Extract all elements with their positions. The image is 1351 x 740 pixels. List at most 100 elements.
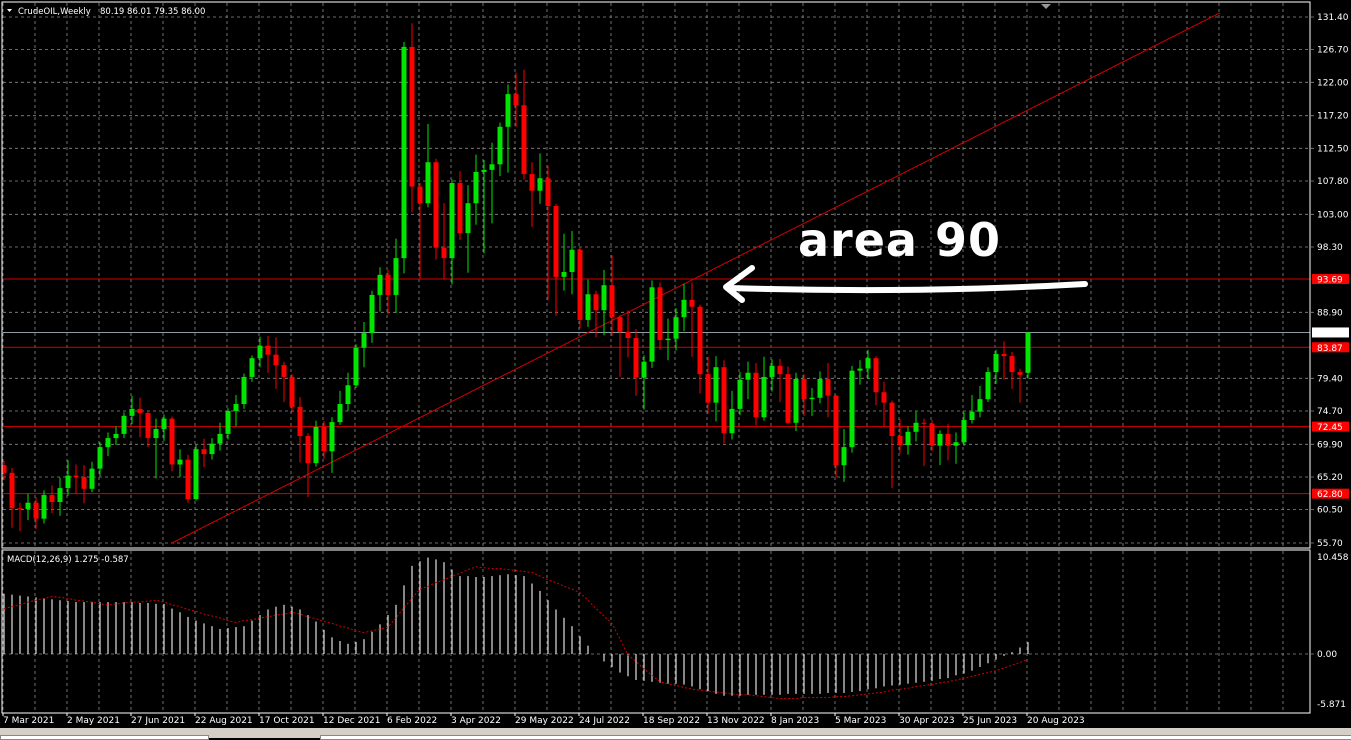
bull-candle	[601, 269, 607, 336]
candle-body	[33, 502, 39, 519]
macd-tick-label: -5.871	[1317, 700, 1346, 710]
bull-candle	[313, 420, 319, 467]
candle-body	[113, 433, 119, 439]
candle-body	[353, 347, 359, 386]
price-level-label: 62.80	[1317, 490, 1343, 500]
bull-candle	[961, 412, 967, 446]
bear-candle	[553, 203, 559, 316]
candle-body	[457, 183, 463, 234]
bear-candle	[593, 290, 599, 338]
candle-body	[905, 431, 911, 446]
bull-candle	[25, 493, 31, 521]
bull-candle	[649, 280, 655, 368]
bull-candle	[377, 267, 383, 312]
candle-body	[841, 447, 847, 466]
trendline[interactable]	[171, 12, 1221, 544]
price-level-tag	[1312, 342, 1349, 353]
price-level-tag	[1312, 274, 1349, 285]
candle-body	[809, 397, 815, 400]
candle-body	[945, 433, 951, 446]
bear-candle	[1, 461, 7, 480]
bull-candle	[505, 84, 511, 173]
candle-body	[753, 372, 759, 418]
bull-candle	[401, 42, 407, 274]
bull-candle	[121, 412, 127, 439]
current-price-tag	[1312, 327, 1349, 338]
candle-body	[705, 374, 711, 403]
candle-body	[249, 358, 255, 377]
bull-candle	[913, 411, 919, 442]
bear-candle	[457, 171, 463, 241]
candle-body	[849, 370, 855, 448]
candles	[1, 23, 1031, 532]
candle-body	[801, 379, 807, 400]
bear-candle	[145, 410, 151, 448]
candle-body	[673, 317, 679, 339]
time-tick-label: 6 Feb 2022	[387, 716, 437, 726]
candle-body	[585, 294, 591, 320]
candle-body	[537, 178, 543, 191]
candle-body	[9, 472, 15, 509]
candle-body	[553, 205, 559, 277]
bear-candle	[545, 165, 551, 301]
candle-body	[1009, 356, 1015, 373]
bear-candle	[305, 433, 311, 498]
shift-marker-icon[interactable]	[1041, 4, 1051, 9]
candle-body	[769, 365, 775, 377]
bear-candle	[9, 467, 15, 528]
bear-candle	[289, 374, 295, 413]
time-tick-label: 29 May 2022	[515, 716, 574, 726]
bear-candle	[409, 23, 415, 213]
bull-candle	[713, 356, 719, 422]
candle-body	[697, 306, 703, 375]
bull-candle	[393, 238, 399, 314]
candle-body	[281, 365, 287, 377]
candle-body	[897, 435, 903, 446]
time-tick-label: 12 Dec 2021	[323, 716, 381, 726]
bull-candle	[841, 429, 847, 482]
candle-body	[41, 495, 47, 519]
bull-candle	[425, 124, 431, 208]
collapse-triangle-icon[interactable]	[7, 9, 12, 12]
bull-candle	[217, 422, 223, 451]
candle-body	[969, 411, 975, 421]
candle-body	[97, 447, 103, 469]
bull-candle	[569, 231, 575, 295]
bear-candle	[417, 183, 423, 279]
candle-body	[81, 476, 87, 489]
bear-candle	[281, 361, 287, 402]
candle-body	[761, 376, 767, 418]
bottom-tab-bar	[0, 728, 1351, 738]
candle-body	[193, 449, 199, 500]
candle-body	[937, 433, 943, 446]
bear-candle	[137, 397, 143, 438]
bull-candle	[57, 477, 63, 516]
candle-body	[529, 174, 535, 191]
candle-body	[377, 274, 383, 295]
price-tick-label: 55.70	[1317, 539, 1343, 549]
candle-body	[473, 171, 479, 204]
candle-body	[817, 379, 823, 398]
candle-body	[49, 495, 55, 503]
candle-body	[433, 162, 439, 248]
bear-candle	[945, 424, 951, 461]
bear-candle	[785, 366, 791, 424]
bear-candle	[873, 356, 879, 406]
price-tick-label: 65.20	[1317, 473, 1343, 483]
bull-candle	[857, 360, 863, 385]
candle-body	[65, 475, 71, 489]
bull-candle	[665, 318, 671, 361]
price-tick-label: 107.80	[1317, 177, 1349, 187]
candle-body	[745, 372, 751, 380]
bull-candle	[41, 490, 47, 524]
bull-candle	[105, 432, 111, 457]
bull-candle	[729, 390, 735, 440]
candle-body	[257, 345, 263, 359]
candle-body	[521, 105, 527, 175]
bear-candle	[265, 335, 271, 373]
candle-body	[225, 410, 231, 434]
candle-body	[513, 94, 519, 106]
bear-candle	[273, 337, 279, 389]
bear-candle	[825, 363, 831, 418]
